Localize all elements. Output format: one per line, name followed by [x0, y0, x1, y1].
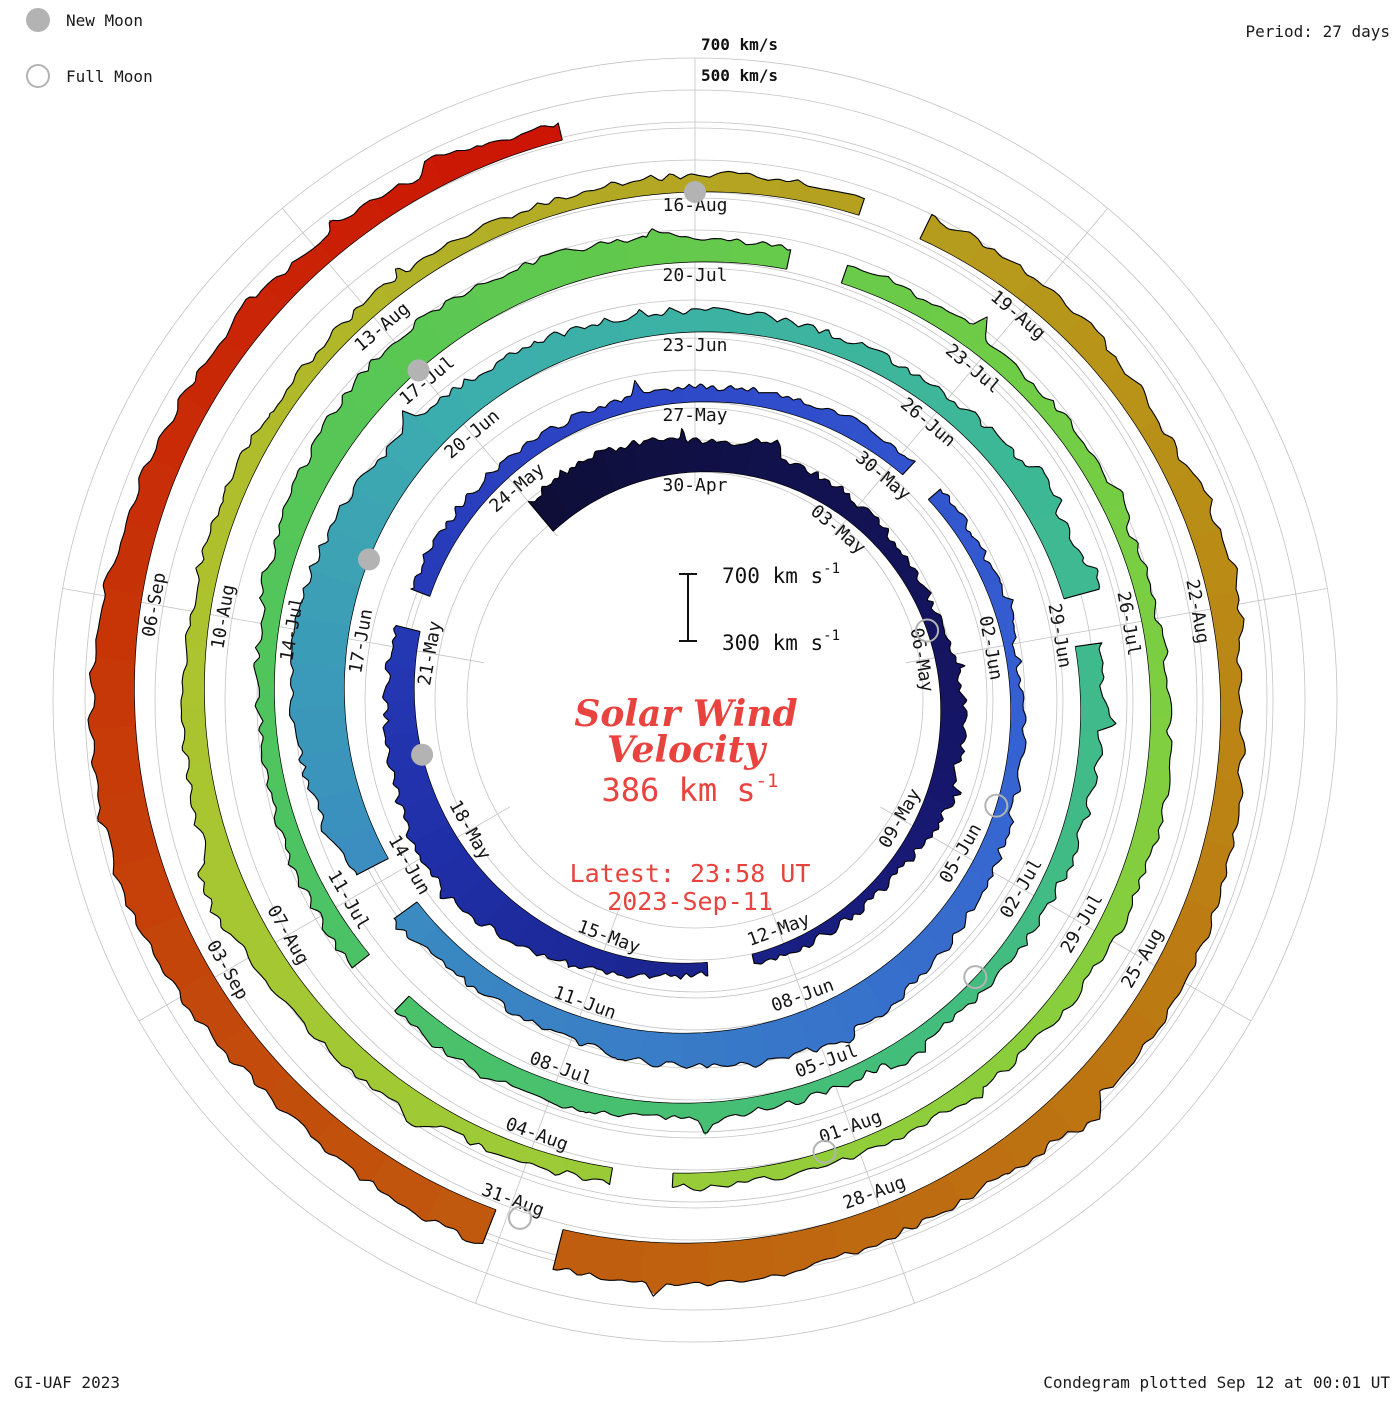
- center-title-line1: Solar Wind: [574, 693, 797, 735]
- new-moon-icon: [26, 8, 50, 32]
- scale-label-300: 300 km s-1: [722, 628, 840, 655]
- date-label: 30-Apr: [662, 475, 727, 496]
- date-label: 23-Jun: [662, 335, 727, 356]
- date-label: 21-May: [414, 619, 446, 687]
- center-text: Solar Wind Velocity 386 km s-1 Latest: 2…: [570, 693, 811, 916]
- legend-full-moon-label: Full Moon: [66, 66, 153, 86]
- ring-label-700: 700 km/s: [701, 35, 778, 54]
- full-moon-marker: [508, 1205, 532, 1230]
- new-moon-marker: [358, 548, 380, 571]
- credit-label: GI-UAF 2023: [14, 1373, 120, 1392]
- spiral-band: [87, 122, 1246, 1297]
- full-moon-marker: [812, 1139, 837, 1164]
- ring-label-500: 500 km/s: [701, 66, 778, 85]
- date-label: 16-Aug: [662, 195, 727, 216]
- plotted-label: Condegram plotted Sep 12 at 00:01 UT: [1043, 1373, 1390, 1392]
- full-moon-marker: [984, 793, 1009, 818]
- legend-new-moon-label: New Moon: [66, 10, 144, 30]
- full-moon-icon: [26, 64, 50, 88]
- full-moon-marker: [915, 618, 940, 643]
- date-label: 20-Jul: [662, 265, 727, 286]
- new-moon-marker: [411, 743, 434, 766]
- center-latest-time: Latest: 23:58 UT: [570, 859, 811, 888]
- scale-label-700: 700 km s-1: [722, 561, 840, 588]
- new-moon-marker: [407, 359, 430, 382]
- center-title-line2: Velocity: [607, 729, 767, 771]
- date-label: 27-May: [662, 405, 727, 426]
- new-moon-marker: [684, 181, 706, 203]
- full-moon-marker: [963, 965, 988, 990]
- period-label: Period: 27 days: [1245, 22, 1391, 41]
- legend-full-moon: Full Moon: [26, 64, 153, 88]
- legend-new-moon: New Moon: [26, 8, 143, 32]
- center-scale-bar: 700 km s-1 300 km s-1: [679, 561, 840, 655]
- moon-markers: [358, 181, 1009, 1230]
- center-current-value: 386 km s-1: [601, 770, 778, 809]
- date-label: 29-Jun: [1043, 602, 1075, 670]
- center-latest-date: 2023-Sep-11: [607, 887, 773, 916]
- ring-scale-labels: 700 km/s 500 km/s: [701, 35, 778, 85]
